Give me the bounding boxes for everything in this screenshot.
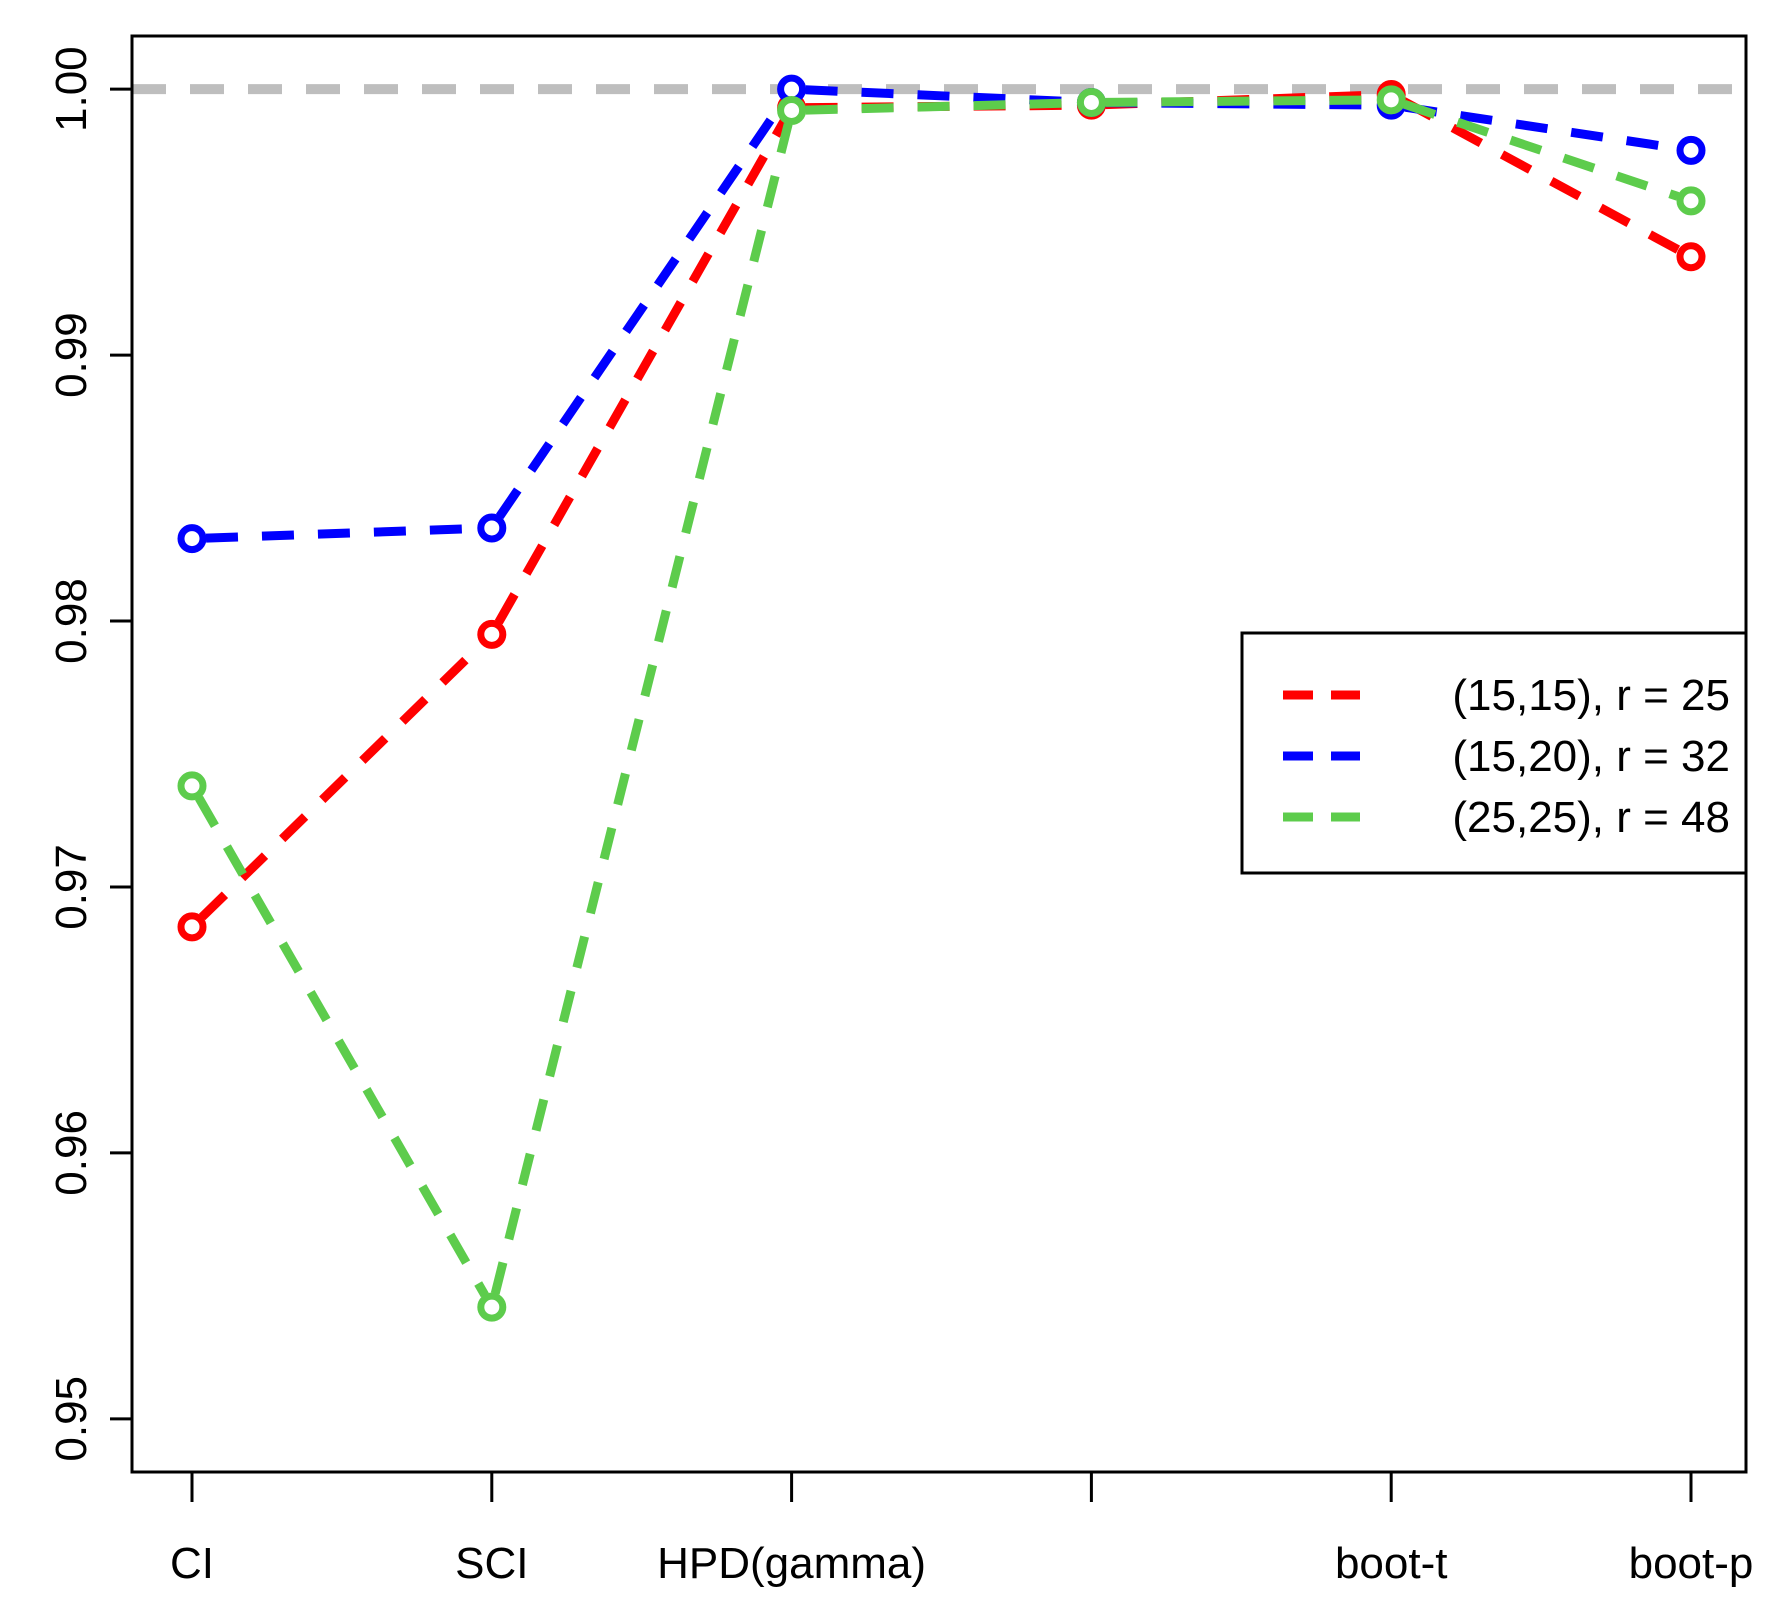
data-point (477, 513, 507, 543)
data-point (177, 912, 207, 942)
y-tick-label: 0.97 (47, 844, 96, 930)
series-line-segment (805, 98, 1078, 115)
data-point (777, 95, 807, 125)
series-line-segment (205, 523, 478, 543)
data-point (1676, 186, 1706, 216)
data-point (1376, 85, 1406, 115)
legend-label: (15,20), r = 32 (1452, 732, 1730, 781)
x-tick-label: SCI (455, 1539, 528, 1588)
data-point (477, 1292, 507, 1322)
series-line-segment (1403, 100, 1680, 201)
y-tick-label: 0.95 (47, 1376, 96, 1462)
y-tick-label: 0.96 (47, 1110, 96, 1196)
series-3 (177, 85, 1706, 1322)
x-tick-label: boot-p (1629, 1539, 1754, 1588)
x-tick-label: HPD(gamma) (657, 1539, 926, 1588)
x-tick-label: boot-t (1335, 1539, 1448, 1588)
data-point (177, 771, 207, 801)
y-tick-label: 0.99 (47, 312, 96, 398)
series-line-segment (495, 98, 788, 519)
y-tick-label: 0.98 (47, 578, 96, 664)
data-point (1676, 135, 1706, 165)
series-layer (177, 74, 1706, 1322)
series-line-segment (195, 795, 489, 1298)
data-point (477, 619, 507, 649)
series-line-segment (1404, 102, 1678, 153)
y-tick-label: 1.00 (47, 46, 96, 132)
legend-box (1240, 631, 1748, 875)
axes: 0.95 0.96 0.97 0.98 0.99 1.00 CI SCI HPD(gamma) b… (47, 46, 1753, 1588)
legend-label: (15,15), r = 25 (1452, 671, 1730, 720)
data-point (1676, 242, 1706, 272)
series-line-segment (494, 117, 789, 625)
data-point (177, 524, 207, 554)
series-line-segment (198, 640, 485, 921)
data-point (1076, 87, 1106, 117)
x-tick-label: CI (170, 1539, 214, 1588)
legend-label: (25,25), r = 48 (1452, 793, 1730, 842)
series-line-segment (1105, 95, 1378, 107)
legend: (15,15), r = 25 (15,20), r = 32 (25,25), r… (1240, 631, 1748, 875)
